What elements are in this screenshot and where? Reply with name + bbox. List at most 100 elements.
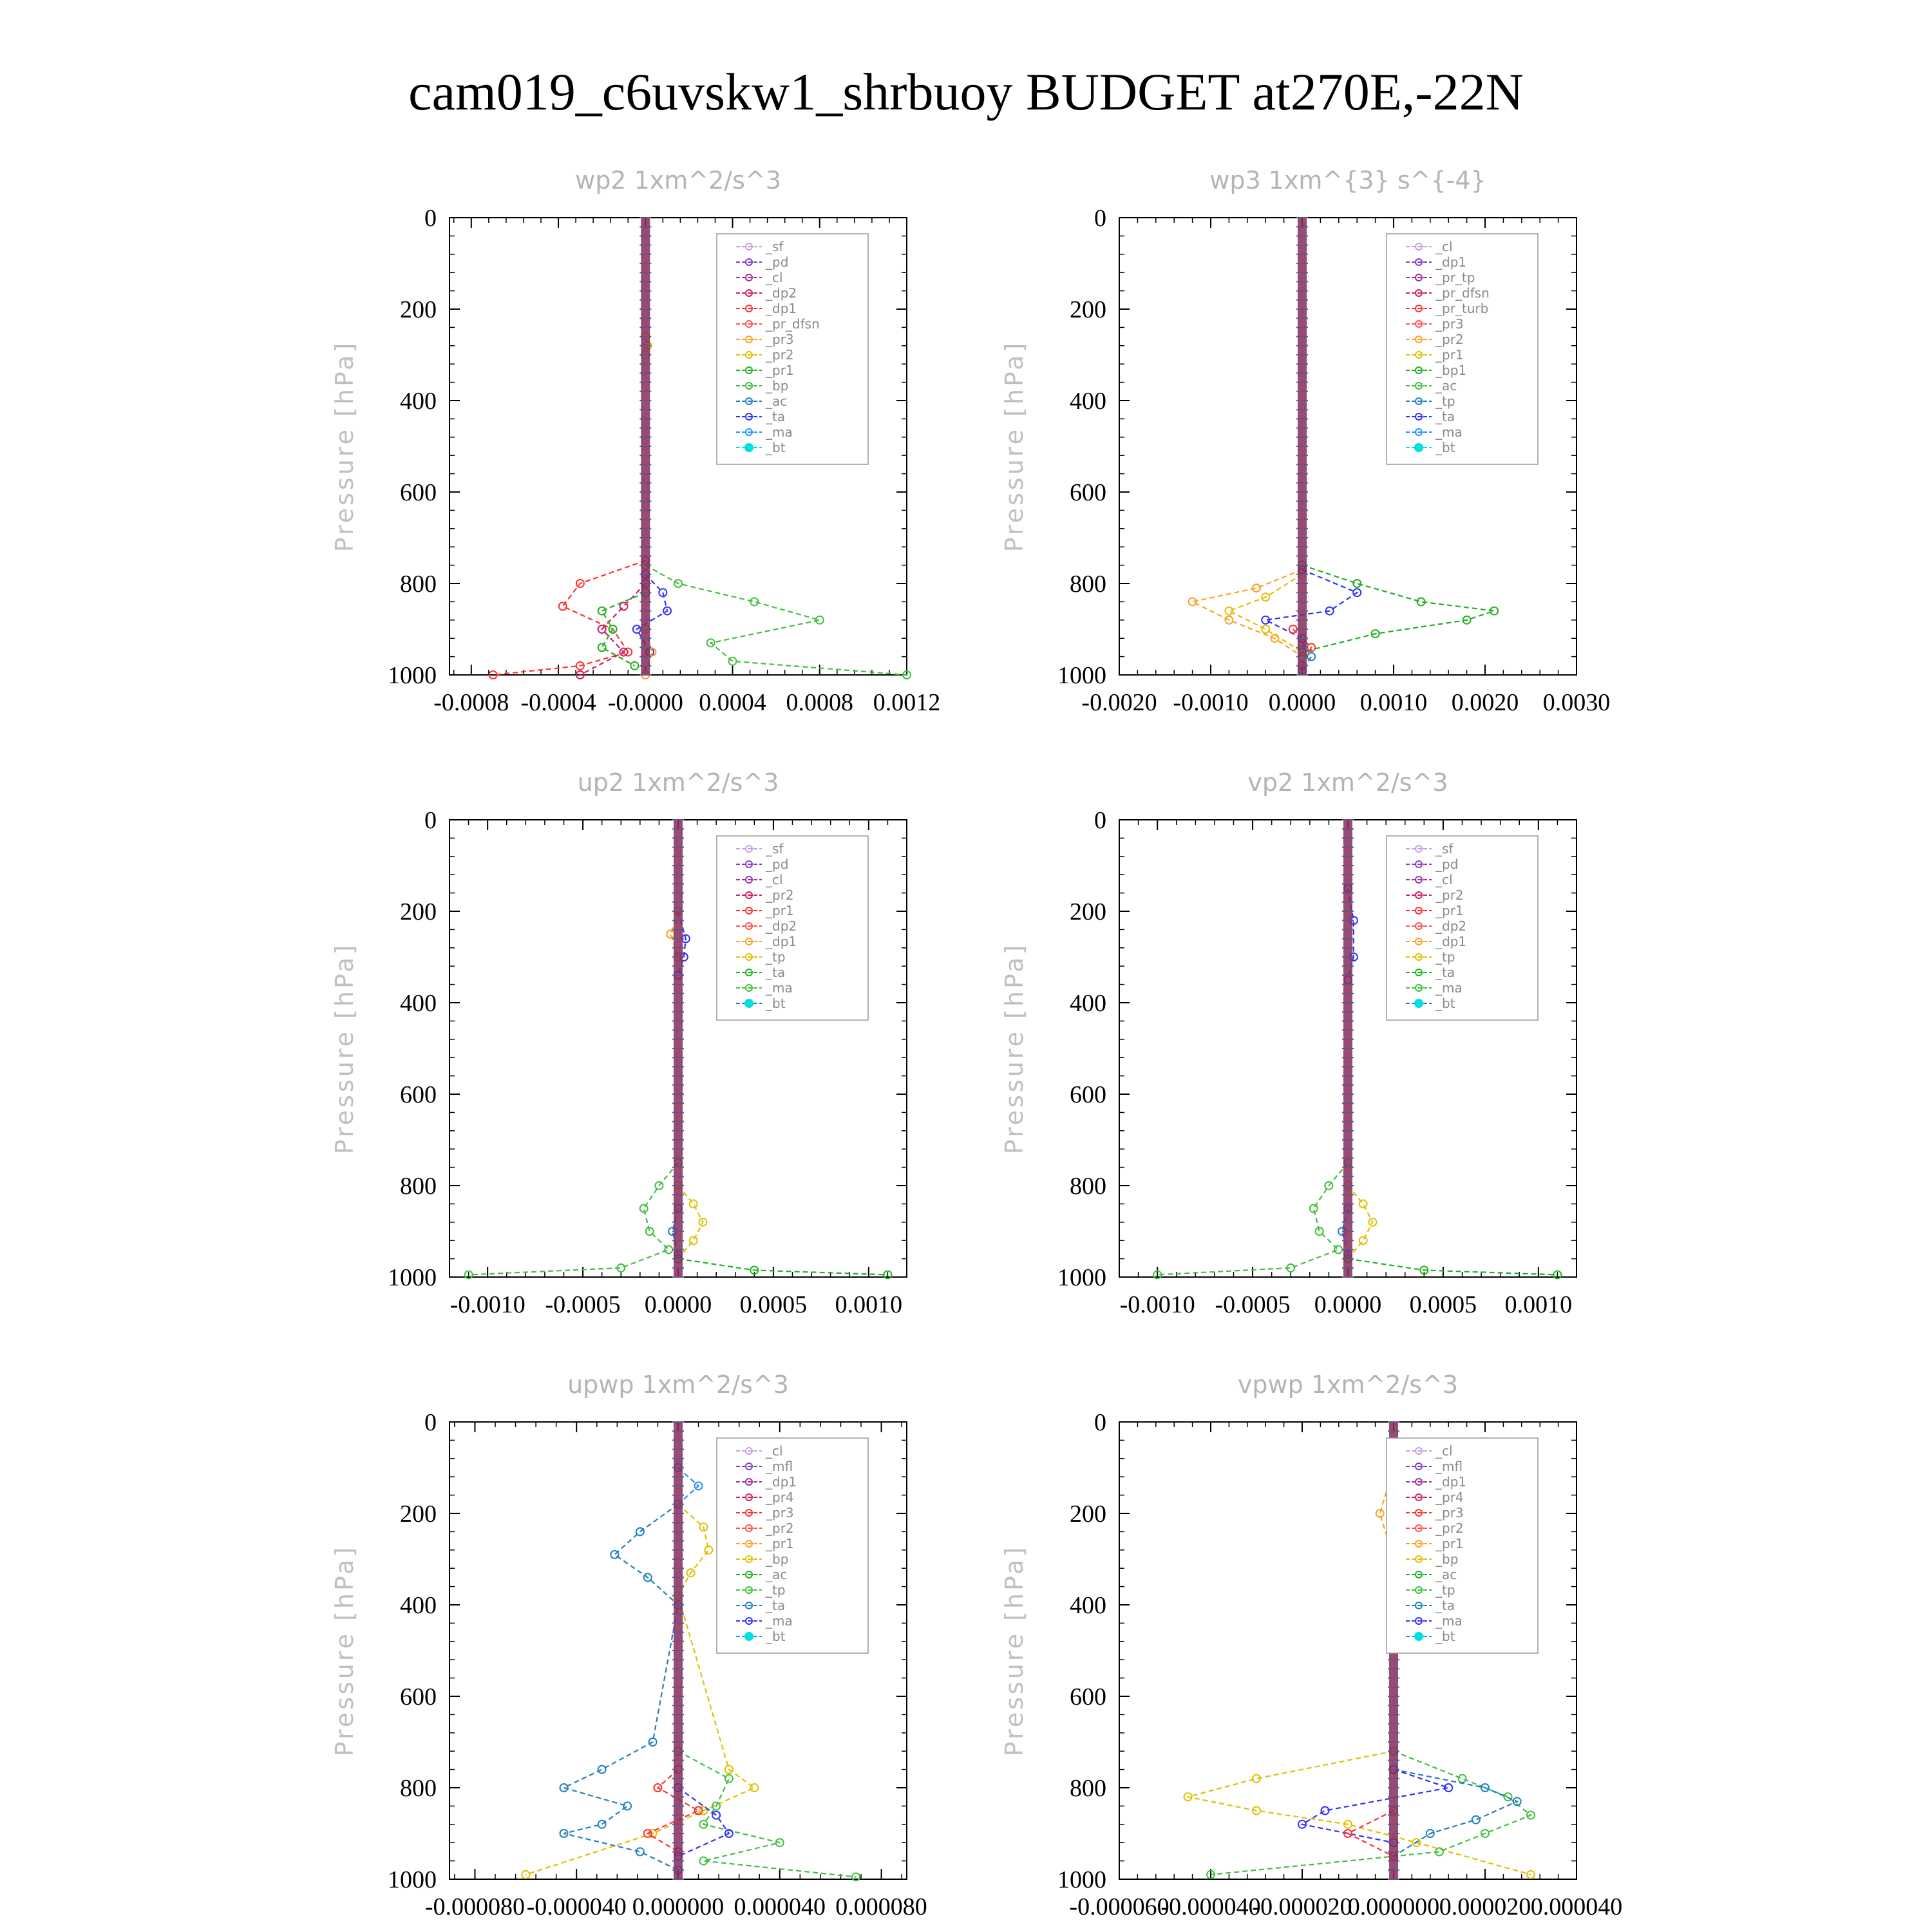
legend-label: _cl (765, 872, 783, 887)
x-tick-label: 0.0012 (873, 689, 941, 716)
series-point (698, 1217, 708, 1227)
legend-marker (1415, 1493, 1423, 1501)
legend-marker (1415, 305, 1423, 312)
y-tick-label: 200 (400, 1501, 437, 1528)
legend-label: _dp1 (765, 301, 797, 316)
series-point (1462, 615, 1472, 625)
legend-label: _ta (765, 1598, 785, 1613)
series-point (1252, 583, 1261, 593)
y-tick-label: 200 (400, 296, 437, 323)
legend-box (716, 233, 869, 465)
series-point (1286, 1263, 1296, 1273)
series-line-pr3 (646, 1768, 700, 1853)
legend-marker (1415, 922, 1423, 930)
legend-label: _cl (1435, 239, 1453, 254)
series-point (597, 606, 607, 616)
y-tick-label: 200 (1070, 898, 1106, 925)
series-point (664, 1245, 674, 1255)
legend-marker (1415, 876, 1423, 884)
legend-marker (1415, 1509, 1423, 1517)
x-tick-label: 0.000000 (632, 1893, 724, 1920)
legend-marker (745, 938, 753, 945)
series-point (654, 1181, 664, 1190)
legend-label: _pr2 (1435, 887, 1464, 903)
legend-label: _cl (1435, 872, 1453, 887)
series-point (883, 1270, 893, 1280)
legend-marker (1415, 258, 1423, 266)
series-point (1270, 634, 1280, 643)
y-tick-label: 600 (1070, 1081, 1106, 1108)
y-tick-label: 1000 (388, 1264, 437, 1291)
series-line-pr1 (677, 1185, 704, 1260)
legend-label: _ac (1435, 378, 1457, 393)
x-tick-label: -0.0020 (1081, 689, 1157, 716)
x-tick-label: -0.0005 (545, 1291, 621, 1318)
legend-marker (1415, 274, 1423, 281)
legend-label: _dp1 (1435, 934, 1466, 949)
legend-label: _mfl (765, 1459, 793, 1474)
x-tick-label: -0.000040 (1160, 1893, 1260, 1920)
panel-title: upwp 1xm^2/s^3 (567, 1370, 789, 1399)
x-tick-label: 0.0000 (1314, 1291, 1382, 1318)
series-point (559, 1829, 569, 1838)
legend-marker (745, 351, 753, 359)
x-tick-label: -0.000080 (425, 1893, 525, 1920)
series-point (712, 1801, 721, 1811)
legend-label: _pr1 (1435, 347, 1464, 363)
legend-label: _pr3 (1435, 316, 1464, 332)
series-point (902, 670, 911, 679)
series-point (1370, 629, 1380, 639)
series-point (704, 1545, 714, 1555)
series-point (653, 1783, 663, 1792)
legend-marker (1415, 860, 1423, 868)
y-axis-label: Pressure [hPa] (330, 341, 359, 553)
panels: wp2 1xm^2/s^3 Pressure [hPa] 0 200 400 600 800… (330, 166, 1622, 1920)
series-point (1512, 1797, 1522, 1806)
legend-label: _pr3 (765, 332, 794, 347)
series-point (724, 1774, 734, 1783)
panel-1: wp3 1xm^{3} s^{-4} Pressure [hPa] 0 200 400 6… (1000, 166, 1610, 716)
y-axis-label: Pressure [hPa] (330, 1545, 359, 1757)
legend-label: _ta (1435, 965, 1455, 980)
legend-marker (745, 1478, 753, 1486)
series-line-pr1 (1188, 1750, 1531, 1875)
series-point (1324, 1181, 1334, 1190)
series-point (1261, 592, 1271, 602)
series-point (1309, 1204, 1318, 1213)
series-point (648, 1738, 658, 1747)
legend-label: _pr_turb (1435, 301, 1488, 316)
series-point (1343, 1829, 1352, 1838)
series-point (712, 1810, 721, 1820)
legend-marker (745, 320, 753, 328)
y-tick-label: 600 (400, 1683, 437, 1710)
x-tick-label: 0.0005 (1410, 1291, 1477, 1318)
y-tick-label: 800 (400, 571, 437, 598)
series-line-ac (677, 1750, 857, 1878)
x-tick-label: -0.0010 (1173, 689, 1248, 716)
legend-marker (745, 1617, 753, 1625)
legend-label: _ma (1435, 424, 1463, 440)
series-point (1358, 1236, 1368, 1245)
y-tick-label: 1000 (1057, 1866, 1106, 1893)
x-tick-label: -0.000060 (1069, 1893, 1169, 1920)
legend-marker (745, 1555, 753, 1563)
series-point (1252, 1774, 1261, 1783)
legend-marker (745, 366, 753, 374)
legend-label: _dp1 (765, 934, 797, 949)
legend-marker (1415, 969, 1423, 976)
series-point (1368, 1217, 1378, 1227)
legend-marker (745, 891, 753, 899)
series-point (558, 601, 567, 611)
series-line-ac (1210, 1750, 1533, 1875)
legend-marker (1415, 243, 1423, 251)
legend-marker (1415, 953, 1423, 961)
legend-label: _dp1 (1435, 1474, 1466, 1490)
y-tick-label: 200 (1070, 1501, 1106, 1528)
legend-label: _ta (1435, 1598, 1455, 1613)
series-point (1224, 615, 1234, 625)
y-axis-label: Pressure [hPa] (1000, 943, 1028, 1155)
series-point (663, 606, 672, 616)
legend-label: _ac (765, 393, 787, 409)
series-line-dp1 (468, 1162, 679, 1276)
